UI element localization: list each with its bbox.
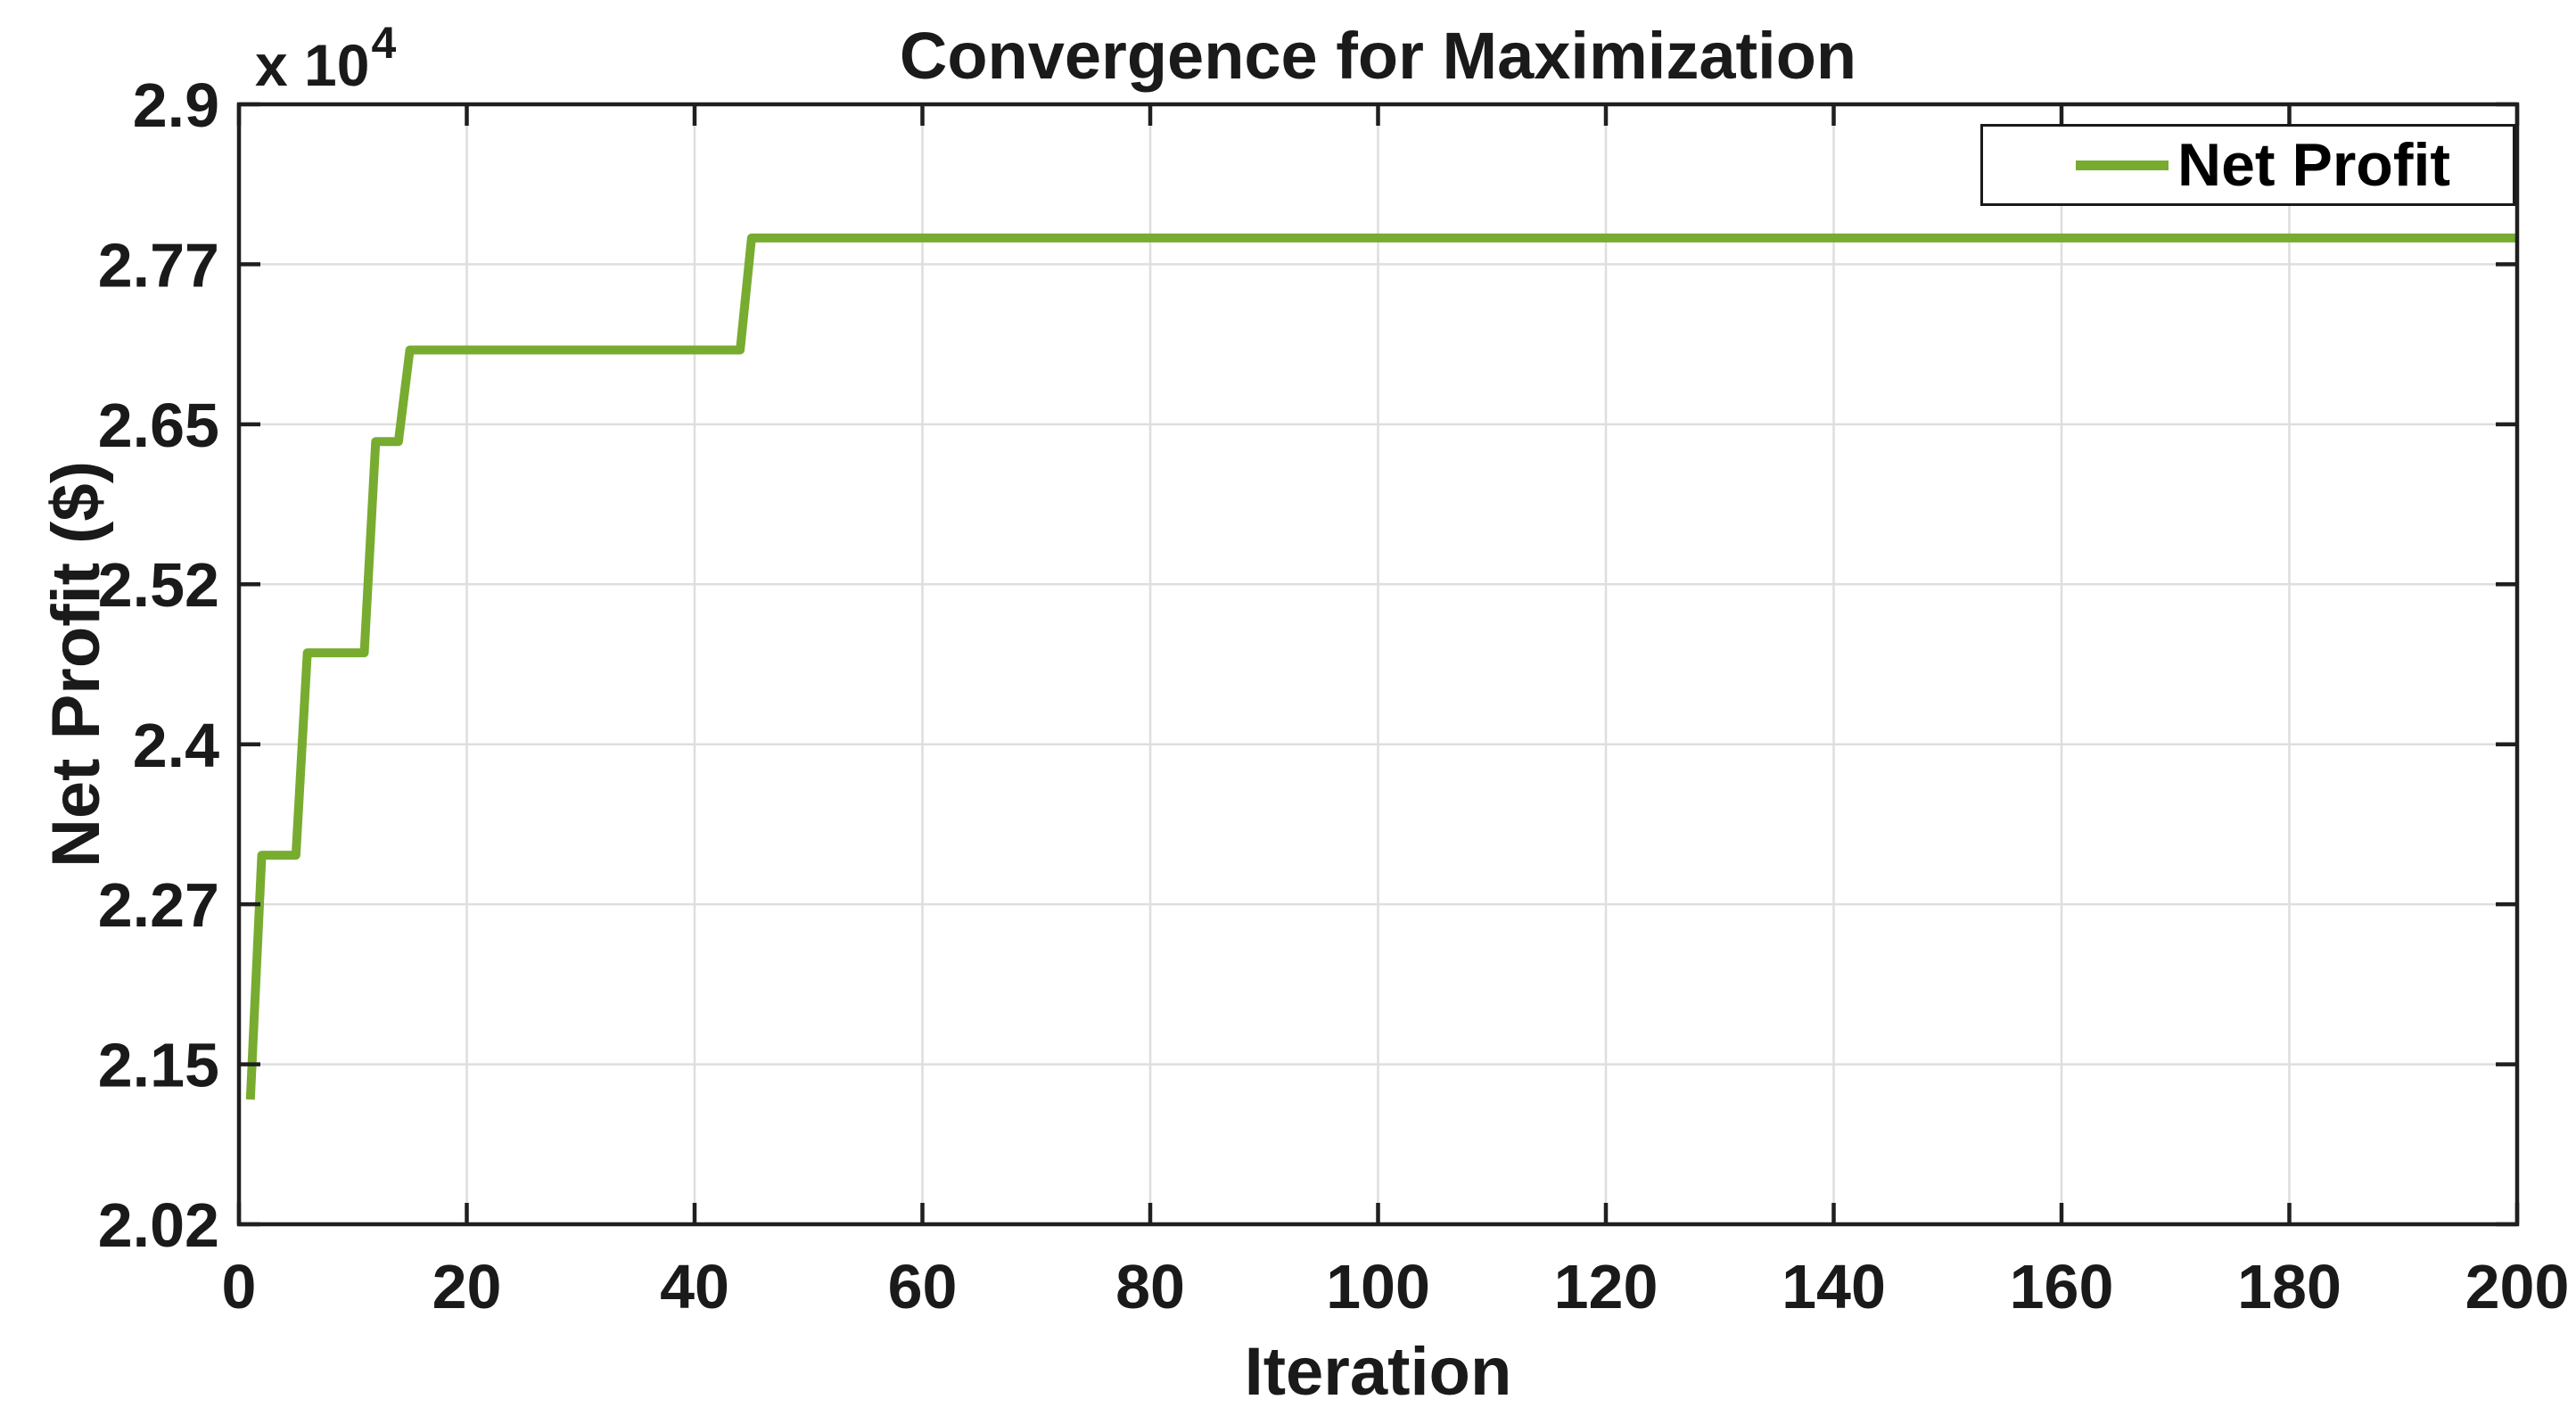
y-tick-label: 2.77 bbox=[98, 230, 219, 300]
x-tick-label: 120 bbox=[1554, 1252, 1658, 1321]
x-tick-label: 100 bbox=[1326, 1252, 1430, 1321]
x-tick-label: 80 bbox=[1115, 1252, 1185, 1321]
x-tick-label: 160 bbox=[2010, 1252, 2114, 1321]
chart-title: Convergence for Maximization bbox=[899, 19, 1857, 93]
y-axis-exponent-prefix: x 10 bbox=[255, 32, 370, 98]
legend-line-swatch bbox=[2076, 160, 2169, 170]
x-tick-label: 60 bbox=[888, 1252, 958, 1321]
y-tick-label: 2.02 bbox=[98, 1190, 219, 1260]
y-tick-label: 2.65 bbox=[98, 391, 219, 460]
y-tick-label: 2.15 bbox=[98, 1031, 219, 1100]
net-profit-line bbox=[245, 233, 2517, 1100]
y-axis-exponent: x 104 bbox=[255, 21, 396, 95]
legend-label: Net Profit bbox=[2177, 131, 2450, 199]
y-axis-exponent-power: 4 bbox=[371, 18, 397, 68]
x-tick-label: 180 bbox=[2237, 1252, 2341, 1321]
x-tick-label: 40 bbox=[660, 1252, 729, 1321]
x-tick-label: 140 bbox=[1782, 1252, 1886, 1321]
legend: Net Profit bbox=[1980, 124, 2515, 206]
y-tick-label: 2.52 bbox=[98, 550, 219, 620]
x-tick-label: 20 bbox=[432, 1252, 502, 1321]
x-axis-label: Iteration bbox=[1244, 1334, 1512, 1410]
x-tick-label: 200 bbox=[2465, 1252, 2570, 1321]
y-tick-label: 2.27 bbox=[98, 870, 219, 940]
x-tick-label: 0 bbox=[222, 1252, 257, 1321]
y-tick-label: 2.4 bbox=[133, 711, 219, 780]
y-tick-label: 2.9 bbox=[133, 70, 219, 140]
